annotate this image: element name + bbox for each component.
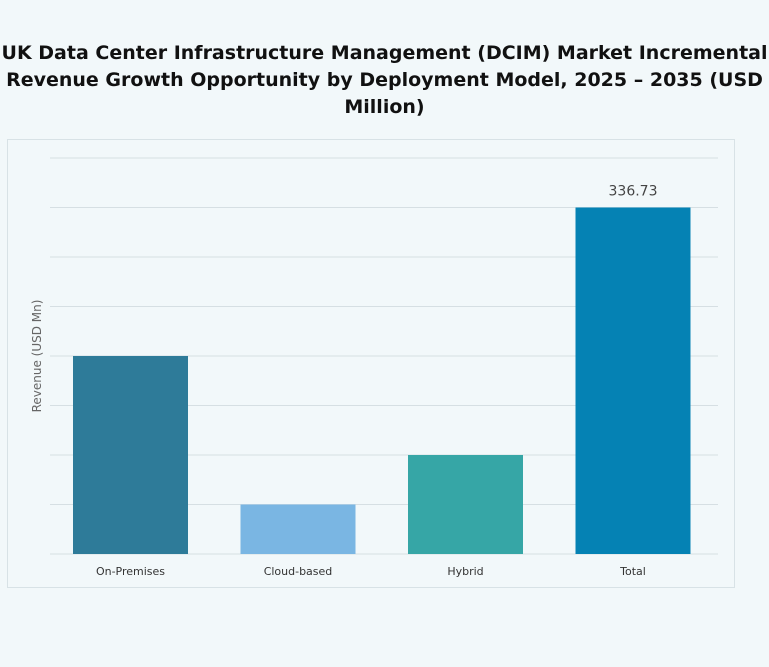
bar-on-premises [73,355,188,554]
y-axis-label: Revenue (USD Mn) [30,300,44,413]
x-tick-label: Cloud-based [264,565,333,578]
x-tick-label: Total [619,565,646,578]
data-label: 336.73 [609,183,658,199]
chart-title: UK Data Center Infrastructure Management… [1,42,768,118]
bar-hybrid [408,454,523,554]
bar-cloud-based [240,504,356,554]
x-tick-label: Hybrid [447,565,483,578]
x-tick-label: On-Premises [96,565,165,578]
bar-total [575,207,691,554]
